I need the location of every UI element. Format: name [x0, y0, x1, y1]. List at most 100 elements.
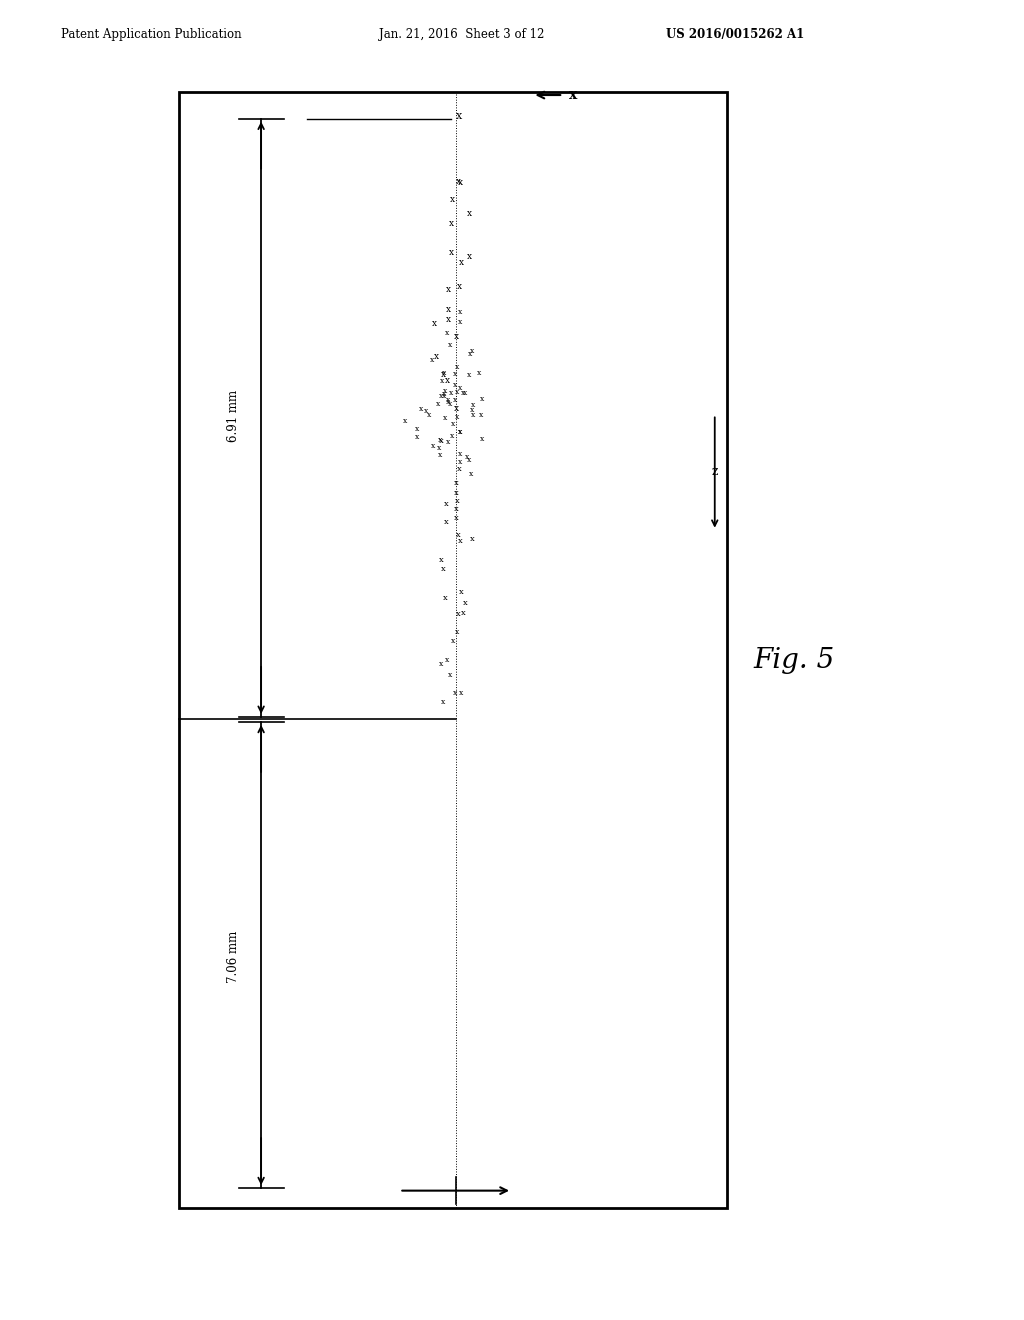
Text: x: x: [446, 315, 452, 325]
Text: x: x: [442, 368, 446, 376]
Text: x: x: [438, 437, 443, 445]
Text: x: x: [439, 660, 443, 668]
Text: x: x: [455, 413, 460, 421]
Text: x: x: [469, 405, 474, 413]
Text: x: x: [459, 689, 463, 697]
Text: x: x: [455, 498, 460, 506]
Text: x: x: [456, 177, 461, 186]
Text: x: x: [429, 356, 434, 364]
Text: x: x: [453, 396, 458, 404]
Text: x: x: [439, 556, 443, 564]
Text: x: x: [463, 599, 468, 607]
Text: x: x: [439, 378, 443, 385]
Text: x: x: [444, 519, 449, 527]
Text: x: x: [416, 425, 420, 433]
Text: x: x: [463, 389, 467, 397]
Text: x: x: [442, 594, 447, 602]
Text: x: x: [447, 342, 452, 350]
Text: x: x: [459, 259, 464, 268]
Text: x: x: [446, 438, 451, 446]
Text: x: x: [471, 412, 475, 420]
Text: x: x: [446, 305, 452, 314]
Text: x: x: [427, 411, 431, 418]
Text: x: x: [403, 417, 408, 425]
Text: x: x: [480, 395, 484, 403]
Text: x: x: [450, 195, 455, 205]
Text: x: x: [458, 318, 463, 326]
Text: x: x: [458, 384, 462, 392]
Text: x: x: [480, 436, 484, 444]
Text: x: x: [461, 610, 466, 618]
Text: z: z: [712, 465, 718, 478]
Text: x: x: [431, 319, 436, 329]
Text: x: x: [458, 308, 462, 315]
Text: x: x: [454, 490, 459, 498]
Text: x: x: [456, 111, 462, 121]
Text: x: x: [467, 209, 472, 218]
Bar: [179, 92, 727, 1208]
Text: x: x: [456, 363, 460, 371]
Text: x: x: [450, 389, 454, 397]
Text: x: x: [443, 414, 447, 422]
Text: x: x: [456, 610, 460, 618]
Text: x: x: [444, 329, 449, 337]
Text: x: x: [467, 252, 472, 261]
Text: x: x: [454, 370, 458, 378]
Text: x: x: [470, 347, 474, 355]
Text: x: x: [446, 399, 451, 407]
Text: x: x: [454, 504, 459, 513]
Text: x: x: [476, 370, 480, 378]
Text: x: x: [458, 428, 463, 436]
Text: x: x: [436, 400, 440, 408]
Text: x: x: [454, 331, 459, 341]
Text: x: x: [415, 433, 419, 441]
Text: x: x: [458, 428, 462, 436]
Text: x: x: [461, 389, 465, 397]
Text: x: x: [455, 515, 459, 523]
Text: x: x: [467, 371, 471, 379]
Text: x: x: [465, 453, 469, 461]
Text: x: x: [438, 451, 442, 459]
Text: x: x: [458, 450, 463, 458]
Text: x: x: [458, 458, 462, 466]
Text: x: x: [457, 282, 462, 290]
Text: x: x: [569, 88, 578, 102]
Text: x: x: [440, 370, 445, 379]
Text: x: x: [444, 656, 449, 664]
Text: x: x: [449, 400, 453, 408]
Text: x: x: [451, 420, 455, 428]
Text: x: x: [442, 391, 446, 399]
Text: US 2016/0015262 A1: US 2016/0015262 A1: [666, 28, 804, 41]
Text: x: x: [431, 442, 435, 450]
Text: Patent Application Publication: Patent Application Publication: [61, 28, 242, 41]
Text: x: x: [445, 376, 451, 385]
Text: x: x: [470, 401, 475, 409]
Text: x: x: [460, 589, 464, 597]
Text: x: x: [469, 470, 473, 478]
Text: x: x: [441, 565, 446, 573]
Text: x: x: [451, 638, 455, 645]
Text: x: x: [441, 698, 445, 706]
Text: x: x: [467, 455, 471, 463]
Text: 6.91 mm: 6.91 mm: [227, 389, 240, 442]
Text: x: x: [451, 432, 455, 440]
Text: x: x: [454, 381, 458, 389]
Text: x: x: [458, 537, 463, 545]
Text: x: x: [433, 352, 438, 362]
Text: x: x: [437, 437, 442, 445]
Text: x: x: [454, 689, 458, 697]
Text: x: x: [445, 396, 451, 404]
Text: 7.06 mm: 7.06 mm: [227, 931, 240, 983]
Text: x: x: [458, 178, 463, 187]
Text: x: x: [424, 408, 428, 416]
Text: x: x: [479, 411, 483, 418]
Text: x: x: [439, 392, 443, 400]
Text: Fig. 5: Fig. 5: [753, 647, 835, 673]
Text: x: x: [441, 392, 446, 400]
Text: Jan. 21, 2016  Sheet 3 of 12: Jan. 21, 2016 Sheet 3 of 12: [379, 28, 544, 41]
Text: x: x: [468, 350, 473, 358]
Text: x: x: [457, 465, 462, 473]
Text: x: x: [419, 404, 423, 413]
Text: x: x: [455, 404, 460, 413]
Text: x: x: [456, 531, 461, 539]
